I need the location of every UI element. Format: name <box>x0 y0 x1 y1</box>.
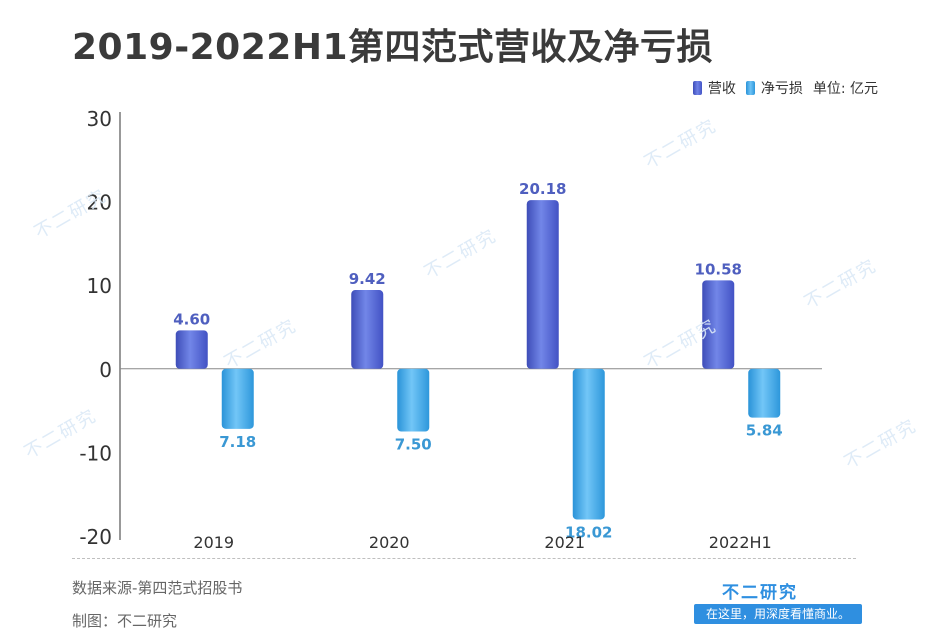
chart-title: 2019-2022H1第四范式营收及净亏损 <box>72 27 714 68</box>
data-label-net-loss: 7.50 <box>395 436 432 454</box>
unit-label: 单位: 亿元 <box>812 81 878 97</box>
data-label-revenue: 9.42 <box>349 270 386 288</box>
bar-revenue <box>175 330 208 369</box>
y-tick-label: 30 <box>87 107 112 131</box>
y-tick-label: 10 <box>87 274 112 298</box>
data-label-revenue: 10.58 <box>695 260 742 278</box>
data-label-net-loss: 5.84 <box>746 422 783 440</box>
legend: 营收 净亏损 单位: 亿元 <box>692 78 878 98</box>
legend-item-loss: 净亏损 <box>745 78 803 98</box>
footer-divider <box>72 558 856 559</box>
legend-swatch-revenue <box>692 81 702 95</box>
x-tick-label: 2021 <box>544 533 585 552</box>
bar-net-loss <box>221 368 254 429</box>
data-label-revenue: 4.60 <box>173 310 210 328</box>
y-tick-label: 20 <box>87 191 112 215</box>
brand-slogan: 在这里，用深度看懂商业。 <box>694 604 863 624</box>
data-label-net-loss: 7.18 <box>219 433 256 451</box>
bar-net-loss <box>397 368 430 432</box>
y-tick-label: -10 <box>79 441 112 465</box>
x-tick-label: 2019 <box>193 533 234 552</box>
bar-revenue <box>526 200 559 369</box>
chart-maker: 制图：不二研究 <box>72 612 178 630</box>
bar-revenue <box>702 280 735 369</box>
data-label-net-loss: 18.02 <box>565 523 612 541</box>
bar-net-loss <box>748 368 781 418</box>
x-tick-label: 2022H1 <box>709 533 772 552</box>
legend-label-revenue: 营收 <box>707 81 736 97</box>
x-tick-label: 2020 <box>369 533 410 552</box>
legend-label-loss: 净亏损 <box>760 81 803 97</box>
legend-item-revenue: 营收 <box>692 78 736 98</box>
data-source: 数据来源-第四范式招股书 <box>72 579 243 597</box>
data-label-revenue: 20.18 <box>519 180 566 198</box>
bar-net-loss <box>572 368 605 520</box>
y-tick-label: 0 <box>99 358 112 382</box>
bar-chart: 30 20 10 0 -10 -20 4.60 7.18 2019 9.42 7.50 2020 20… <box>79 107 822 552</box>
brand-logo-text: 不二研究 <box>722 583 798 603</box>
legend-swatch-loss <box>745 81 755 95</box>
bar-revenue <box>351 290 384 369</box>
y-tick-label: -20 <box>79 525 112 549</box>
